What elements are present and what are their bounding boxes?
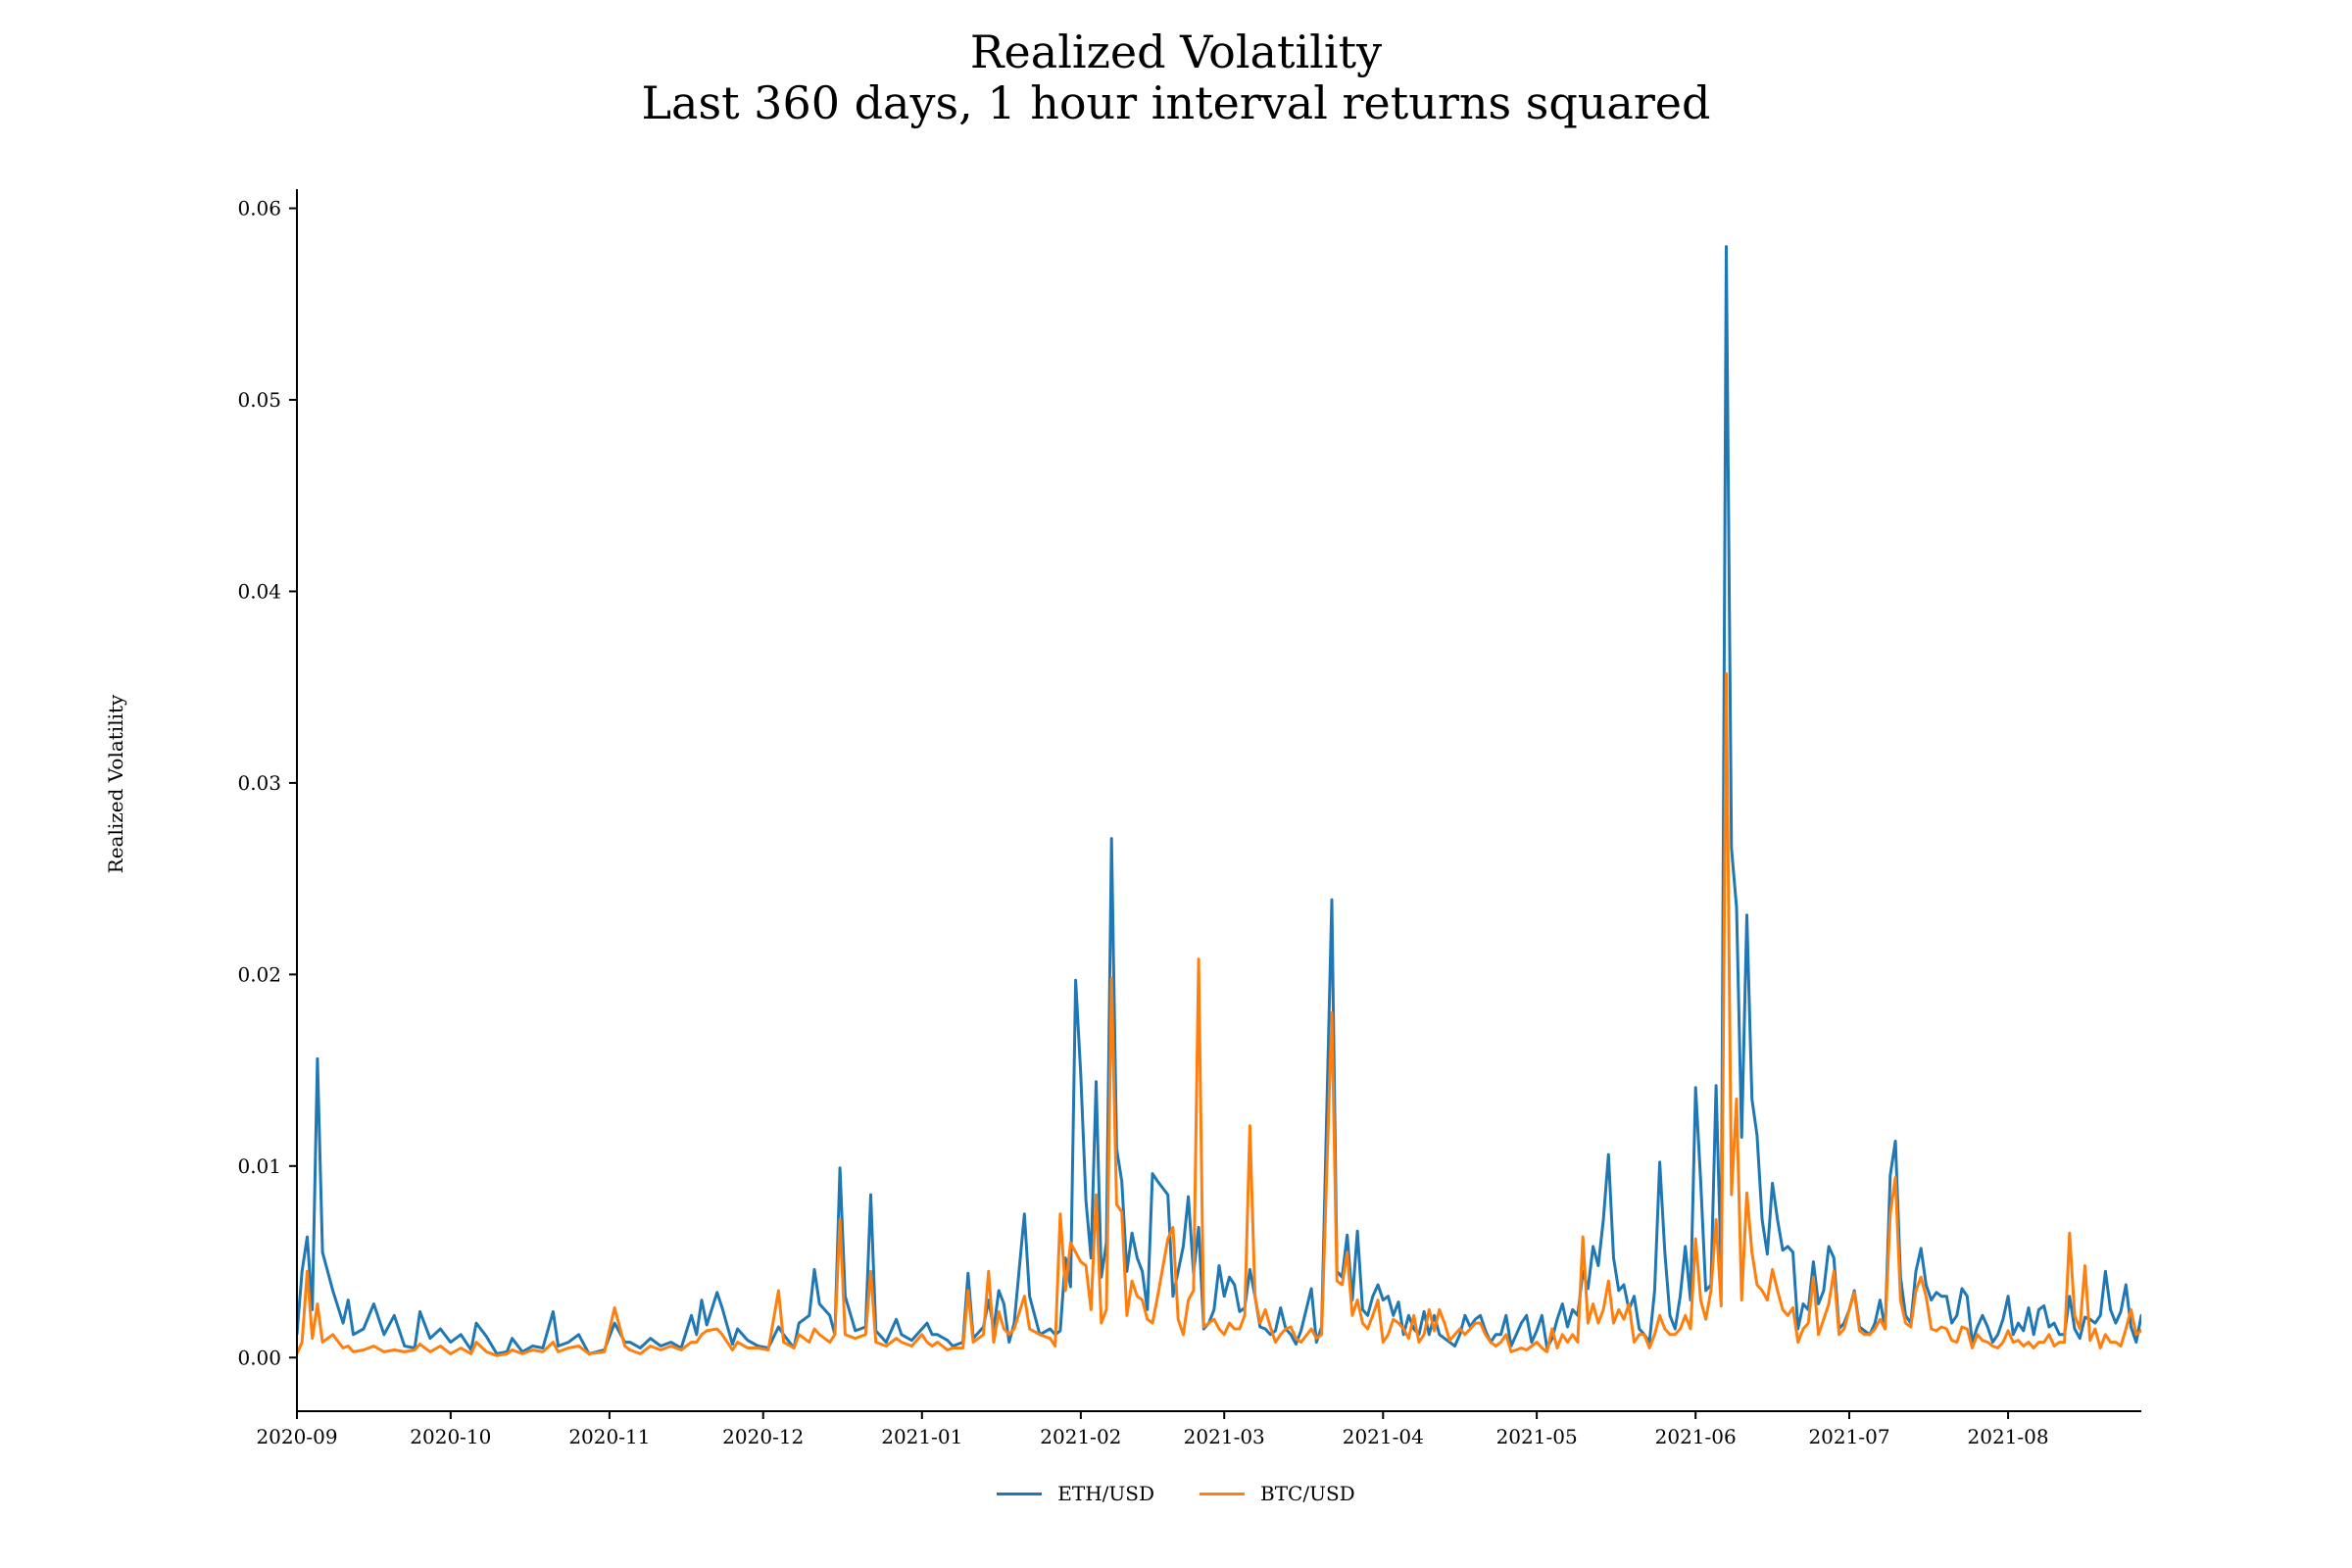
legend-swatch-btc	[1200, 1492, 1246, 1495]
legend-item-btc: BTC/USD	[1200, 1482, 1355, 1505]
legend-label-eth: ETH/USD	[1057, 1482, 1155, 1505]
y-tick-label: 0.03	[237, 771, 281, 795]
x-tick-label: 2021-06	[1655, 1425, 1737, 1448]
x-tick-label: 2021-05	[1496, 1425, 1578, 1448]
x-tick-label: 2020-09	[256, 1425, 337, 1448]
y-tick-label: 0.02	[237, 962, 281, 986]
y-tick-label: 0.00	[237, 1346, 281, 1369]
legend-swatch-eth	[997, 1492, 1043, 1495]
x-tick-label: 2021-04	[1343, 1425, 1424, 1448]
series-group	[297, 245, 2141, 1357]
chart-subtitle: Last 360 days, 1 hour interval returns s…	[641, 76, 1711, 129]
x-tick-label: 2021-07	[1808, 1425, 1889, 1448]
legend-label-btc: BTC/USD	[1260, 1482, 1355, 1505]
x-tick-label: 2021-01	[881, 1425, 962, 1448]
y-tick-label: 0.06	[237, 197, 281, 220]
x-tick-label: 2020-12	[722, 1425, 804, 1448]
legend: ETH/USD BTC/USD	[0, 1482, 2352, 1505]
series-line-eth-usd	[297, 245, 2141, 1355]
chart-title: Realized Volatility	[969, 25, 1383, 78]
legend-item-eth: ETH/USD	[997, 1482, 1154, 1505]
x-tick-label: 2020-10	[410, 1425, 491, 1448]
y-tick-label: 0.01	[237, 1154, 281, 1178]
x-tick-label: 2021-02	[1040, 1425, 1121, 1448]
series-line-btc-usd	[297, 672, 2141, 1357]
y-tick-label: 0.05	[237, 388, 281, 412]
y-tick-label: 0.04	[237, 579, 281, 603]
x-tick-label: 2021-03	[1184, 1425, 1265, 1448]
x-tick-label: 2021-08	[1968, 1425, 2049, 1448]
x-tick-label: 2020-11	[568, 1425, 650, 1448]
